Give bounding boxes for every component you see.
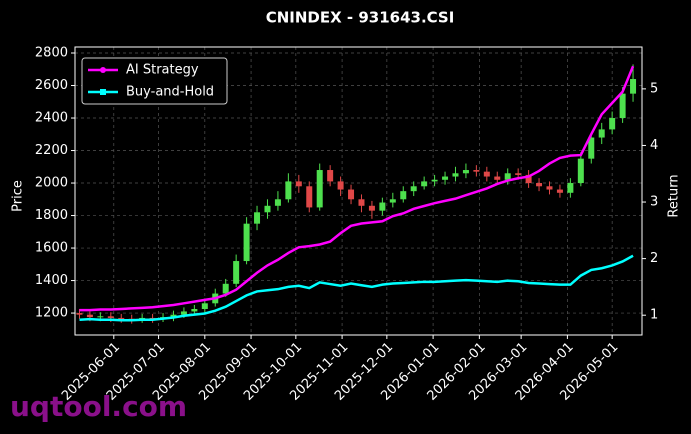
candle-body [515,173,522,175]
candle-body [630,79,637,94]
plot-frame [74,46,643,336]
return-line [79,254,634,322]
candle-body [274,199,281,206]
candle-body [316,170,323,208]
candle-body [149,317,156,319]
candle-body [180,311,187,315]
y2-axis-label: Return [667,174,682,217]
candle-body [546,186,553,190]
candle-body [348,189,355,200]
candle-body [379,202,386,211]
candle-body [389,199,396,203]
candle-body [410,186,417,192]
candle-body [107,316,114,318]
candle-body [588,137,595,159]
y-tick-label: 1800 [35,208,68,223]
candle-body [577,158,584,184]
legend-marker [100,89,106,95]
y-axis-label: Price [11,180,26,212]
candle-body [462,170,469,174]
y-tick-label: 2600 [35,78,68,93]
candle-body [86,314,93,318]
legend-box [81,57,228,105]
y-tick-label: 2800 [35,46,68,61]
candle-body [452,173,459,177]
candle-body [421,181,428,187]
candle-body [233,261,240,284]
y-tick-label: 1200 [35,306,68,321]
candle-body [619,93,626,119]
y2-tick-label: 5 [650,81,658,96]
y2-tick-label: 2 [650,251,658,266]
candle-body [170,314,177,318]
candle-body [76,313,83,315]
candle-body [118,317,125,319]
candle-body [358,199,365,206]
y2-tick-label: 1 [650,308,658,323]
candle-body [556,189,563,193]
watermark: uqtool.com [10,390,187,423]
candle-body [191,308,198,312]
candle-body [285,181,292,200]
candle-body [201,303,208,309]
candle-body [264,205,271,213]
y2-tick-label: 3 [650,195,658,210]
candle-body [494,176,501,180]
candle-body [97,316,104,318]
candle-body [504,173,511,180]
candle-body [337,181,344,190]
chart-title: CNINDEX - 931643.CSI [266,9,455,27]
candle-body [473,170,480,172]
candle-body [295,181,302,187]
candle-body [598,129,605,138]
candle-body [567,183,574,193]
y-tick-label: 2000 [35,176,68,191]
y-tick-label: 2400 [35,111,68,126]
candle-body [536,183,543,187]
candle-body [400,191,407,200]
y-tick-label: 1600 [35,241,68,256]
candle-body [222,283,229,294]
candle-body [431,179,438,182]
legend-label: Buy-and-Hold [126,85,214,100]
legend-marker [100,67,106,73]
legend-label: AI Strategy [126,63,199,78]
y-tick-label: 1400 [35,273,68,288]
candle-body [442,176,449,180]
candle-body [525,174,532,184]
candle-body [243,223,250,262]
y-tick-label: 2200 [35,143,68,158]
candle-body [609,118,616,130]
candle-body [483,171,490,177]
candle-body [306,186,313,208]
return-line [79,65,635,312]
y2-tick-label: 4 [650,138,658,153]
candle-body [368,205,375,211]
candle-body [254,212,261,224]
candle-body [327,170,334,182]
